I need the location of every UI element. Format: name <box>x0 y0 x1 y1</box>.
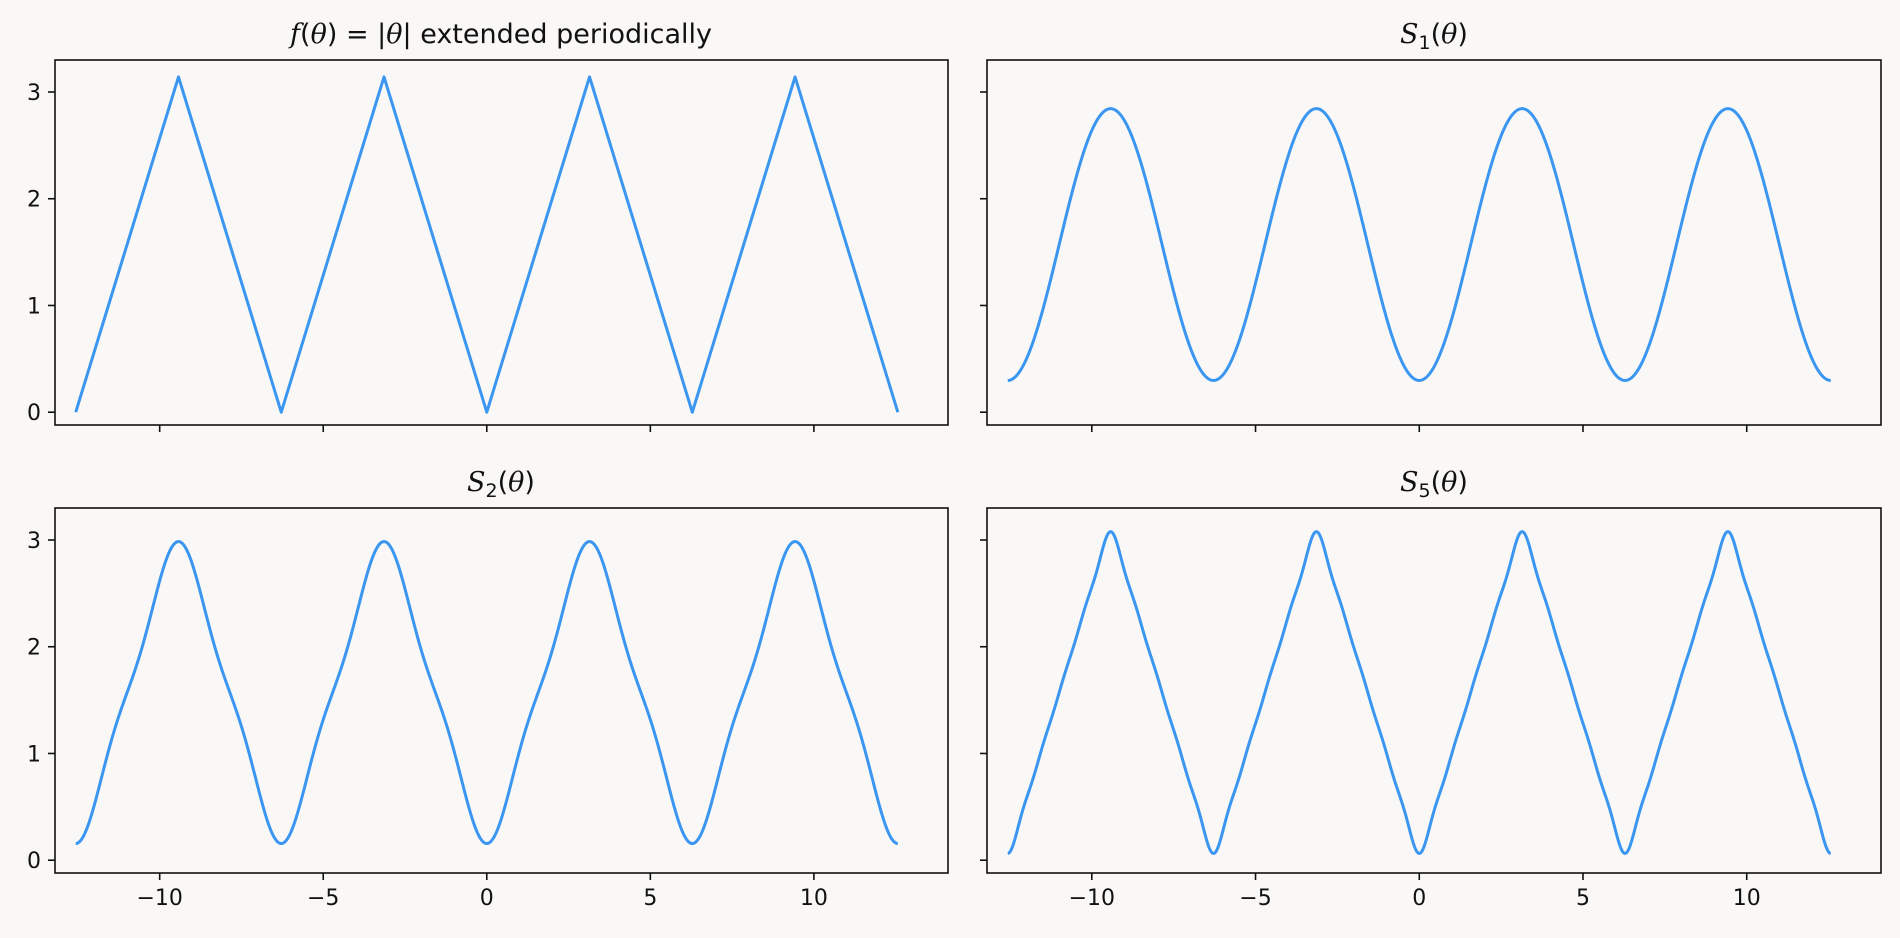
x-tick-label: 0 <box>1412 886 1426 911</box>
y-tick-label: 2 <box>27 188 41 213</box>
series-line <box>74 75 900 414</box>
y-tick-label: 3 <box>27 81 41 106</box>
y-tick-label: 2 <box>27 636 41 661</box>
x-tick-label: 10 <box>800 886 828 911</box>
panel-s2: S2(θ) −10 −5 0 5 10 0 1 2 3 <box>27 467 949 911</box>
series-line <box>1006 530 1832 855</box>
panel-title: f(θ) = |θ| extended periodically <box>288 19 712 50</box>
series-line <box>74 540 899 846</box>
panel-title: S2(θ) <box>467 467 535 502</box>
x-ticks <box>1090 425 1748 432</box>
x-tick-label: −10 <box>136 886 182 911</box>
x-tick-label: −5 <box>1239 886 1271 911</box>
x-tick-label: 10 <box>1733 886 1761 911</box>
panel-title: S5(θ) <box>1400 467 1468 502</box>
panel-f: f(θ) = |θ| extended periodically 0 1 2 3 <box>27 19 949 432</box>
x-ticks: −10 −5 0 5 10 <box>136 873 828 911</box>
x-ticks: −10 −5 0 5 10 <box>1069 873 1761 911</box>
y-tick-label: 0 <box>27 849 41 874</box>
panel-s5: S5(θ) −10 −5 0 5 10 <box>980 467 1882 911</box>
x-tick-label: −5 <box>307 886 339 911</box>
y-ticks <box>980 91 987 413</box>
y-tick-label: 1 <box>27 294 41 319</box>
panel-s1: S1(θ) <box>980 19 1882 432</box>
y-ticks: 0 1 2 3 <box>27 529 55 874</box>
x-tick-label: 5 <box>643 886 657 911</box>
y-tick-label: 0 <box>27 401 41 426</box>
y-ticks <box>980 539 987 861</box>
y-tick-label: 3 <box>27 529 41 554</box>
plot-area <box>54 507 949 874</box>
x-tick-label: −10 <box>1069 886 1115 911</box>
series-line <box>1006 107 1832 382</box>
x-tick-label: 0 <box>480 886 494 911</box>
y-tick-label: 1 <box>27 742 41 767</box>
panel-title: S1(θ) <box>1400 19 1468 54</box>
y-ticks: 0 1 2 3 <box>27 81 55 426</box>
x-ticks <box>158 425 815 432</box>
x-tick-label: 5 <box>1576 886 1590 911</box>
